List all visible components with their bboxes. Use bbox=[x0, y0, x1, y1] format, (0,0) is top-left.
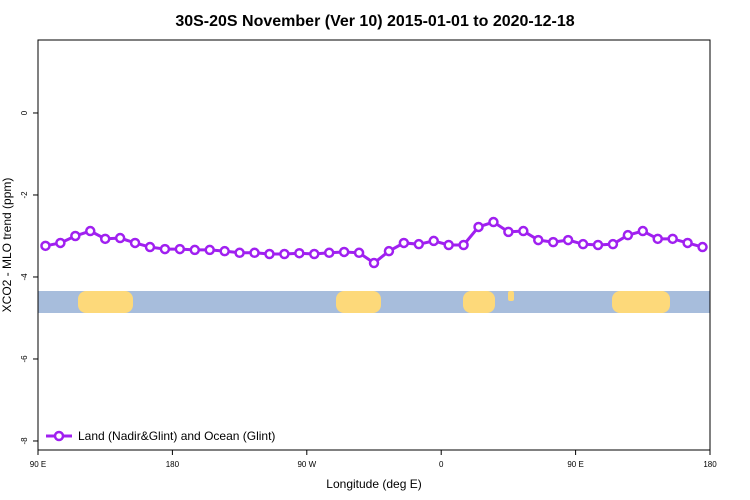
point bbox=[577, 238, 589, 250]
x-tick-label: 90 W bbox=[297, 460, 316, 469]
y-tick-label: 0 bbox=[20, 110, 29, 115]
point bbox=[204, 244, 215, 256]
point bbox=[473, 221, 484, 233]
point bbox=[309, 248, 320, 260]
x-tick-label: 180 bbox=[703, 460, 717, 469]
x-tick-label: 180 bbox=[166, 460, 180, 469]
series-line bbox=[45, 220, 703, 265]
point bbox=[353, 247, 365, 259]
point bbox=[697, 241, 708, 253]
point bbox=[383, 245, 395, 257]
land-ocean-strip bbox=[38, 291, 710, 313]
y-tick-label: -2 bbox=[20, 191, 29, 199]
point bbox=[85, 225, 96, 237]
point bbox=[503, 226, 514, 238]
point bbox=[443, 239, 454, 251]
point bbox=[264, 248, 275, 260]
point bbox=[398, 237, 410, 249]
y-axis-label: XCO2 - MLO trend (ppm) bbox=[0, 178, 14, 313]
point bbox=[174, 243, 186, 255]
point bbox=[159, 243, 171, 255]
point bbox=[547, 236, 559, 248]
point bbox=[637, 225, 649, 237]
y-tick-label: -8 bbox=[20, 437, 29, 445]
point bbox=[219, 245, 230, 257]
point bbox=[323, 247, 335, 259]
point bbox=[533, 234, 544, 246]
x-tick-label: 90 E bbox=[567, 460, 583, 469]
point bbox=[682, 237, 693, 249]
point bbox=[652, 233, 663, 245]
point bbox=[562, 234, 574, 246]
point bbox=[99, 233, 111, 245]
point bbox=[144, 241, 156, 253]
point bbox=[294, 247, 305, 259]
point bbox=[338, 246, 350, 258]
point bbox=[129, 237, 141, 249]
chart-title: 30S-20S November (Ver 10) 2015-01-01 to … bbox=[175, 13, 574, 30]
point bbox=[458, 239, 469, 251]
point bbox=[70, 230, 81, 242]
y-tick-label: -6 bbox=[20, 355, 29, 363]
x-tick-label: 0 bbox=[439, 460, 444, 469]
point bbox=[279, 248, 290, 260]
legend-marker bbox=[53, 430, 65, 442]
y-tick-label: -4 bbox=[20, 273, 29, 281]
point bbox=[667, 233, 678, 245]
x-tick-label: 90 E bbox=[30, 460, 46, 469]
point bbox=[249, 247, 260, 259]
legend-label: Land (Nadir&Glint) and Ocean (Glint) bbox=[78, 429, 275, 443]
x-axis-label: Longitude (deg E) bbox=[326, 477, 421, 491]
point bbox=[40, 240, 51, 252]
point bbox=[488, 216, 499, 228]
point bbox=[607, 238, 619, 250]
point bbox=[622, 229, 634, 241]
point bbox=[518, 225, 529, 237]
point bbox=[189, 244, 201, 256]
point bbox=[592, 239, 604, 251]
point bbox=[413, 238, 425, 250]
point bbox=[55, 237, 66, 249]
point bbox=[368, 257, 380, 269]
point bbox=[428, 235, 439, 247]
point bbox=[234, 247, 245, 259]
plot-frame bbox=[37, 39, 711, 451]
point bbox=[114, 232, 126, 244]
